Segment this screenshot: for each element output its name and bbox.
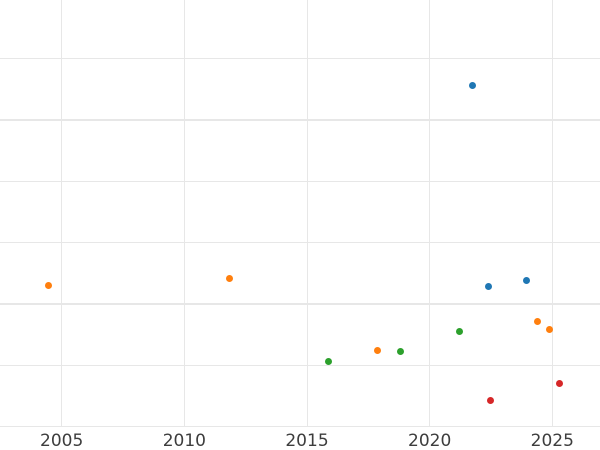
scatter-point-blue-series bbox=[522, 277, 530, 285]
scatter-point-orange-series bbox=[533, 318, 541, 326]
scatter-point-green-series bbox=[324, 357, 332, 365]
x-tick-label-2005: 2005 bbox=[40, 431, 84, 450]
vertical-gridline bbox=[429, 0, 431, 427]
x-tick-label-2010: 2010 bbox=[162, 431, 206, 450]
vertical-gridline bbox=[551, 0, 553, 427]
scatter-point-green-series bbox=[455, 328, 463, 336]
horizontal-gridline bbox=[0, 241, 600, 244]
scatter-point-orange-series bbox=[374, 347, 382, 355]
vertical-gridline bbox=[306, 0, 308, 427]
horizontal-gridline bbox=[0, 364, 600, 367]
vertical-gridline bbox=[61, 0, 63, 427]
vertical-gridline bbox=[183, 0, 185, 427]
scatter-point-orange-series bbox=[545, 325, 553, 333]
scatter-point-green-series bbox=[397, 348, 405, 356]
x-tick-label-2015: 2015 bbox=[285, 431, 329, 450]
scatter-point-orange-series bbox=[44, 282, 52, 290]
horizontal-gridline bbox=[0, 180, 600, 183]
x-tick-label-2020: 2020 bbox=[408, 431, 452, 450]
horizontal-gridline bbox=[0, 425, 600, 428]
x-tick-label-2025: 2025 bbox=[530, 431, 574, 450]
horizontal-gridline bbox=[0, 303, 600, 305]
scatter-point-red-series bbox=[487, 397, 495, 405]
scatter-point-blue-series bbox=[468, 82, 476, 90]
scatter-point-blue-series bbox=[484, 282, 492, 290]
scatter-point-red-series bbox=[556, 379, 564, 387]
horizontal-gridline bbox=[0, 119, 600, 121]
horizontal-gridline bbox=[0, 57, 600, 60]
scatter-point-orange-series bbox=[226, 275, 234, 283]
